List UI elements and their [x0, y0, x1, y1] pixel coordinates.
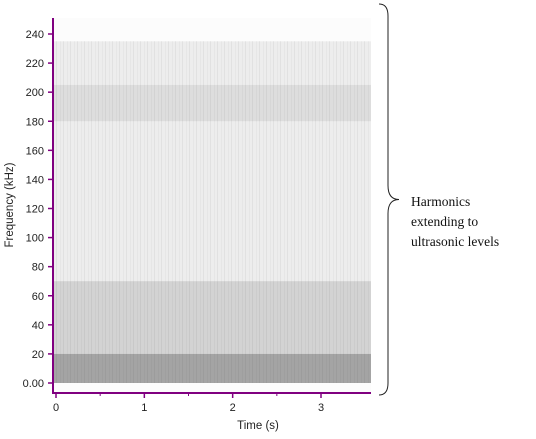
y-tick-label: 120 [26, 204, 44, 216]
annotation-brace [378, 3, 400, 396]
y-tick-label: 100 [26, 233, 44, 245]
y-tick-label: 140 [26, 174, 44, 186]
x-tick-label: 0 [53, 402, 59, 414]
annotation-line: ultrasonic levels [411, 234, 499, 249]
tick-labels: 0.00 20 40 60 80 100 120 140 160 180 200 220 240 0 1 2 3 [23, 29, 324, 414]
plot-area [53, 18, 371, 393]
y-tick-label: 60 [32, 291, 44, 303]
y-tick-label: 240 [26, 29, 44, 41]
x-tick-label: 1 [141, 402, 147, 414]
y-tick-label: 180 [26, 116, 44, 128]
x-tick-label: 3 [318, 402, 324, 414]
y-tick-label: 220 [26, 58, 44, 70]
x-tick-label: 2 [230, 402, 236, 414]
annotation-text: Harmonics extending to ultrasonic levels [411, 194, 499, 249]
y-tick-label: 80 [32, 262, 44, 274]
y-axis-title: Frequency (kHz) [4, 162, 16, 247]
annotation-line: extending to [411, 214, 478, 229]
axes [48, 18, 371, 398]
y-tick-label: 160 [26, 145, 44, 157]
y-tick-label: 20 [32, 349, 44, 361]
y-tick-label: 200 [26, 87, 44, 99]
x-axis-title: Time (s) [237, 420, 279, 432]
annotation-line: Harmonics [411, 194, 470, 209]
y-tick-label: 0.00 [23, 378, 44, 390]
streak-texture [54, 41, 371, 383]
y-tick-label: 40 [32, 320, 44, 332]
